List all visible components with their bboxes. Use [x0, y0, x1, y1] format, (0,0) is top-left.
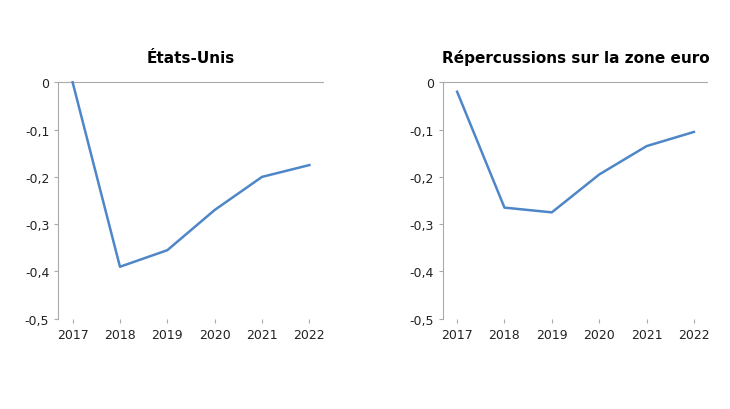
Title: Répercussions sur la zone euro: Répercussions sur la zone euro	[442, 49, 710, 65]
Title: États-Unis: États-Unis	[147, 51, 235, 65]
